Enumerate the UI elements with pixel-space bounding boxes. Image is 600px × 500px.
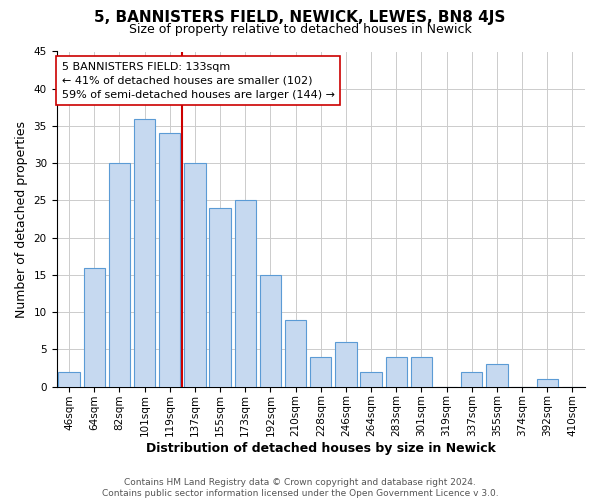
Bar [310, 357, 331, 386]
Bar [411, 357, 432, 386]
X-axis label: Distribution of detached houses by size in Newick: Distribution of detached houses by size … [146, 442, 496, 455]
Bar [260, 275, 281, 386]
Text: 5 BANNISTERS FIELD: 133sqm
← 41% of detached houses are smaller (102)
59% of sem: 5 BANNISTERS FIELD: 133sqm ← 41% of deta… [62, 62, 335, 100]
Bar [209, 208, 231, 386]
Text: Contains HM Land Registry data © Crown copyright and database right 2024.
Contai: Contains HM Land Registry data © Crown c… [101, 478, 499, 498]
Bar [461, 372, 482, 386]
Bar [285, 320, 306, 386]
Bar [134, 118, 155, 386]
Bar [335, 342, 356, 386]
Bar [159, 134, 181, 386]
Text: Size of property relative to detached houses in Newick: Size of property relative to detached ho… [128, 22, 472, 36]
Bar [58, 372, 80, 386]
Bar [109, 163, 130, 386]
Y-axis label: Number of detached properties: Number of detached properties [15, 120, 28, 318]
Bar [235, 200, 256, 386]
Bar [184, 163, 206, 386]
Bar [83, 268, 105, 386]
Bar [536, 379, 558, 386]
Bar [361, 372, 382, 386]
Text: 5, BANNISTERS FIELD, NEWICK, LEWES, BN8 4JS: 5, BANNISTERS FIELD, NEWICK, LEWES, BN8 … [94, 10, 506, 25]
Bar [486, 364, 508, 386]
Bar [386, 357, 407, 386]
